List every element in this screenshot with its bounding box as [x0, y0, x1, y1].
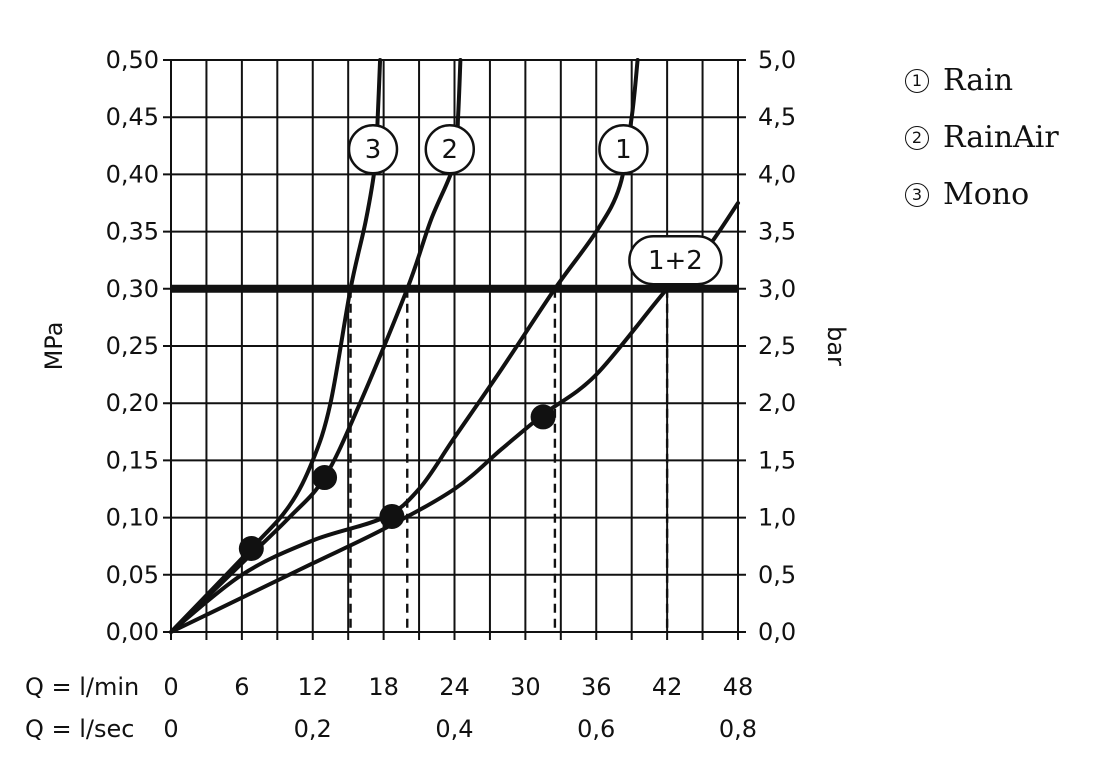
x-tick-label-lmin: 36: [581, 673, 612, 701]
operating-point-marker: [238, 535, 264, 561]
y-left-tick-label: 0,25: [106, 332, 159, 360]
series-label-text: 2: [442, 135, 459, 165]
y-left-tick-label: 0,45: [106, 103, 159, 131]
x-tick-label-lmin: 24: [439, 673, 470, 701]
x-tick-label-lmin: 12: [297, 673, 328, 701]
series-labels: 1 2 3 1+2: [347, 123, 723, 286]
legend-label: RainAir: [943, 120, 1059, 155]
legend: 1 Rain 2 RainAir 3 Mono: [905, 52, 1059, 223]
x-tick-label-lsec: 0,4: [435, 715, 473, 743]
x-row-label-lmin: Q = l/min: [25, 673, 139, 701]
y-right-tick-label: 5,0: [758, 46, 796, 74]
series-label-badge: [347, 123, 399, 175]
y-left-tick-label: 0,15: [106, 446, 159, 474]
y-right-tick-label: 4,0: [758, 160, 796, 188]
y-left-tick-label: 0,00: [106, 618, 159, 646]
operating-point-marker: [530, 404, 556, 430]
legend-item-rain: 1 Rain: [905, 52, 1059, 109]
legend-label: Mono: [943, 177, 1030, 212]
x-tick-label-lsec: 0,6: [577, 715, 615, 743]
series-label-1-plus-2: 1+2: [628, 234, 723, 286]
x-tick-labels-lmin: 0 6 12 18 24 30 36 42 48: [163, 673, 753, 701]
x-tick-label-lmin: 6: [234, 673, 249, 701]
y-left-tick-labels: 0,00 0,05 0,10 0,15 0,20 0,25 0,30 0,35 0,40 0,45…: [106, 46, 159, 646]
x-tick-label-lsec: 0,2: [294, 715, 332, 743]
y-right-tick-label: 2,0: [758, 389, 796, 417]
y-right-tick-label: 1,5: [758, 446, 796, 474]
y-right-tick-label: 3,0: [758, 275, 796, 303]
y-left-tick-label: 0,10: [106, 504, 159, 532]
series-label-text: 1+2: [648, 246, 703, 276]
x-tick-label-lmin: 18: [368, 673, 399, 701]
x-tick-label-lmin: 30: [510, 673, 541, 701]
legend-number: 3: [905, 182, 929, 207]
series-label-badge: [598, 123, 649, 175]
y-right-axis-label: bar: [822, 326, 850, 366]
legend-item-mono: 3 Mono: [905, 166, 1059, 223]
series-label-badge: [628, 234, 723, 286]
series-curve-1: [169, 58, 640, 634]
dashed-drop-lines: [349, 288, 669, 632]
series-label-text: 1: [615, 135, 632, 165]
y-left-tick-label: 0,20: [106, 389, 159, 417]
grid: [163, 59, 746, 640]
y-left-axis-label: MPa: [40, 322, 68, 371]
y-right-tick-label: 0,0: [758, 618, 796, 646]
operating-point-marker: [312, 465, 338, 491]
y-left-tick-label: 0,30: [106, 275, 159, 303]
legend-label: Rain: [943, 63, 1014, 98]
y-right-tick-label: 1,0: [758, 504, 796, 532]
y-left-tick-label: 0,40: [106, 160, 159, 188]
x-tick-label-lmin: 48: [723, 673, 754, 701]
series-label-text: 3: [365, 135, 382, 165]
y-left-tick-label: 0,05: [106, 561, 159, 589]
y-right-tick-label: 3,5: [758, 218, 796, 246]
series-label-badge: [424, 123, 476, 175]
legend-item-rainair: 2 RainAir: [905, 109, 1059, 166]
y-left-tick-label: 0,50: [106, 46, 159, 74]
x-row-label-lsec: Q = l/sec: [25, 715, 134, 743]
series-label-1: 1: [598, 123, 649, 175]
y-left-tick-label: 0,35: [106, 218, 159, 246]
legend-number: 1: [905, 68, 929, 93]
x-tick-labels-lsec: 0 0,2 0,4 0,6 0,8: [163, 715, 757, 743]
x-tick-label-lmin: 0: [163, 673, 178, 701]
x-tick-label-lsec: 0,8: [719, 715, 757, 743]
y-right-tick-labels: 0,0 0,5 1,0 1,5 2,0 2,5 3,0 3,5 4,0 4,5 5,0: [758, 46, 796, 646]
y-right-tick-label: 0,5: [758, 561, 796, 589]
legend-number: 2: [905, 125, 929, 150]
y-right-tick-label: 2,5: [758, 332, 796, 360]
x-tick-label-lmin: 42: [652, 673, 683, 701]
y-right-tick-label: 4,5: [758, 103, 796, 131]
x-tick-label-lsec: 0: [163, 715, 178, 743]
series-label-2: 2: [424, 123, 476, 175]
operating-point-marker: [379, 503, 405, 529]
series-label-3: 3: [347, 123, 399, 175]
operating-point-markers: [238, 404, 556, 561]
